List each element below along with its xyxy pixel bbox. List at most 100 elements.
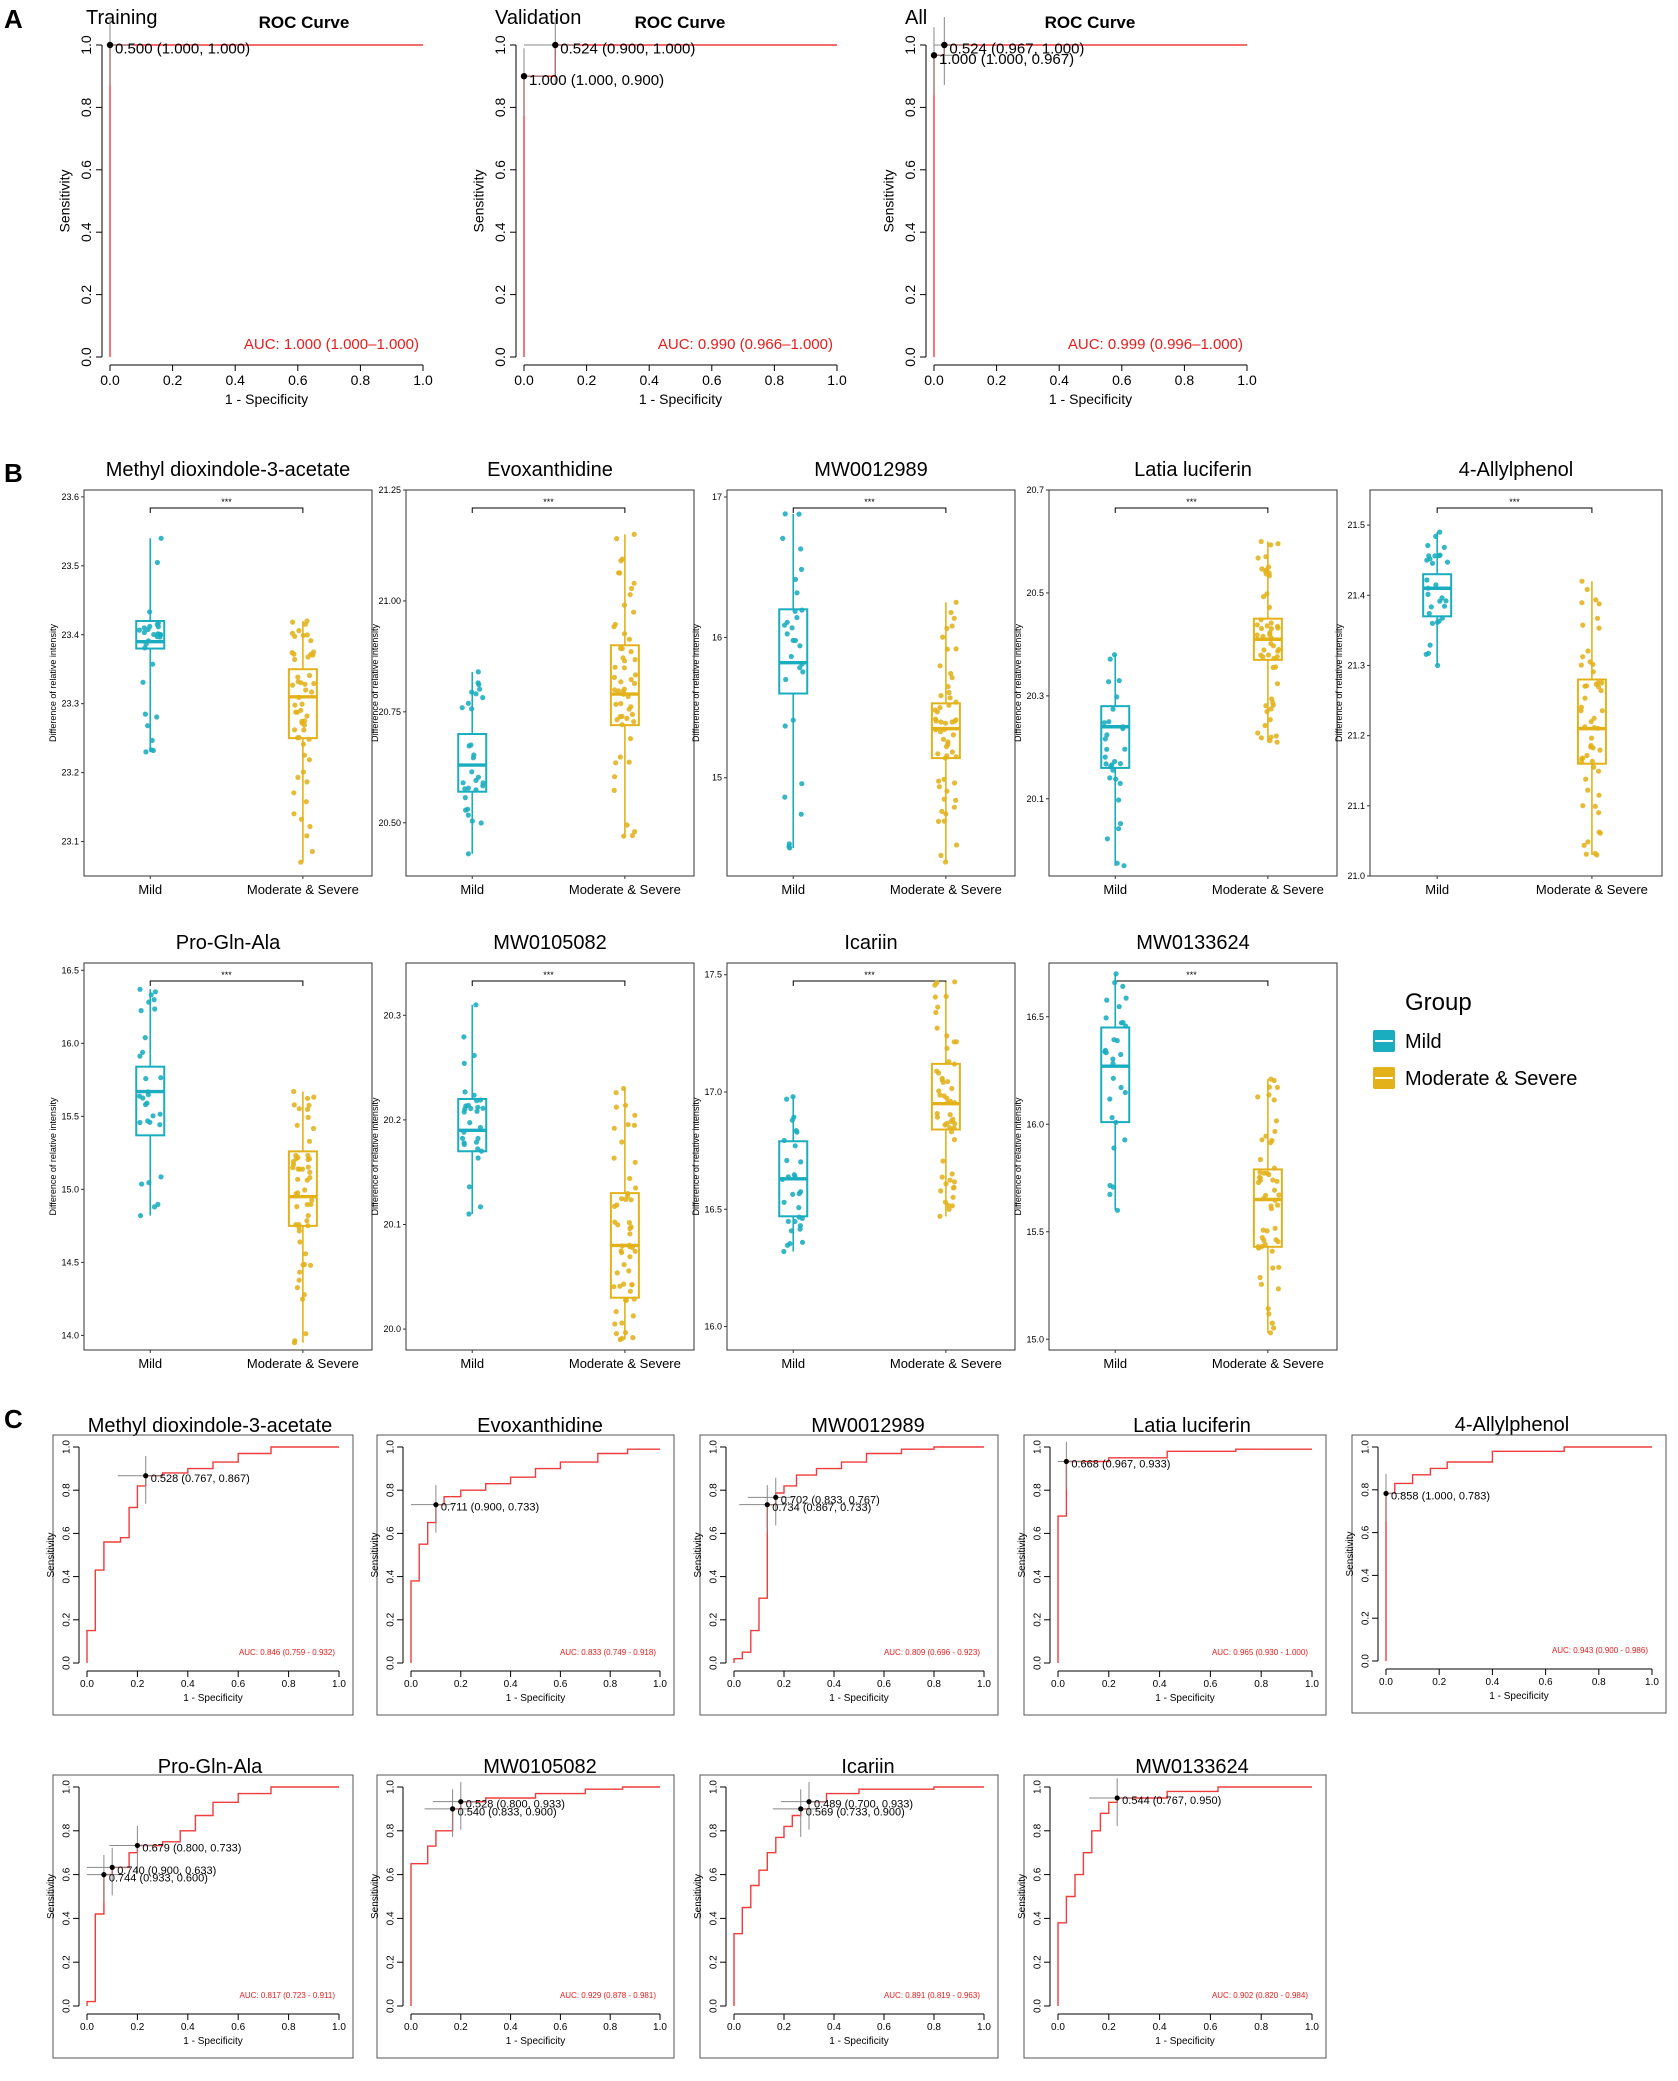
data-point [945,1079,951,1085]
data-point [157,1111,163,1117]
x-tick-label: Mild [138,882,162,897]
data-point [1579,578,1585,584]
data-point [1266,1311,1272,1317]
data-point [792,1174,798,1180]
data-point [946,689,952,696]
chart-title: Pro-Gln-Ala [158,1756,263,1778]
auc-label: AUC: 0.817 (0.723 - 0.911) [240,1991,336,2000]
data-point [1596,601,1602,607]
x-tick-label: 0.8 [603,2022,617,2033]
data-point [1122,1089,1128,1096]
y-tick-label: 20.3 [383,1010,401,1020]
data-point [933,1009,939,1016]
data-point [941,1093,947,1099]
data-point [471,1092,477,1098]
y-tick-label: 0.6 [78,160,94,180]
data-point [950,1116,956,1122]
threshold-point [764,1502,770,1508]
data-point [1104,746,1110,752]
x-tick-label: Mild [1103,1356,1127,1371]
data-point [953,646,959,652]
x-tick-label: 0.4 [639,372,659,388]
data-point [1255,555,1261,561]
data-point [1268,734,1274,740]
x-tick-label: 0.2 [454,1679,468,1690]
y-tick-label: 20.0 [383,1324,401,1334]
roc-curve [733,1786,984,2006]
threshold-label: 0.569 (0.733, 0.900) [806,1806,905,1818]
x-tick-label: 1.0 [977,1679,991,1690]
data-point [631,1122,638,1128]
threshold-point [806,1799,812,1805]
data-point [624,715,630,722]
data-point [306,1102,312,1108]
data-point [1266,604,1272,611]
data-point [469,818,475,824]
data-point [311,1094,317,1100]
data-point [1111,1145,1117,1151]
box [457,733,488,793]
x-tick-label: 1.0 [653,2022,667,2033]
x-tick-label: Mild [1103,882,1127,897]
data-point [300,741,306,747]
data-point [619,1249,625,1256]
threshold-point [458,1799,464,1805]
data-point [628,704,634,710]
data-point [1122,746,1128,752]
threshold-label: 0.858 (1.000, 0.783) [1391,1490,1490,1502]
y-tick-label: 0.6 [1033,1526,1044,1540]
threshold-point [520,73,528,80]
data-point [626,636,633,642]
threshold-point [773,1494,779,1500]
data-point [1425,542,1431,549]
threshold-label: 0.668 (0.967, 0.933) [1071,1459,1170,1471]
data-point [1268,1203,1274,1209]
threshold-point [1114,1795,1120,1801]
data-point [297,1239,303,1245]
data-point [944,1045,950,1051]
x-tick-label: 0.2 [130,1679,144,1690]
data-point [626,759,632,765]
data-point [304,1201,310,1208]
data-point [788,1228,795,1234]
data-point [466,1184,472,1190]
y-tick-label: 16.5 [1026,1012,1044,1022]
data-point [148,992,154,998]
data-point [951,615,957,621]
threshold-label: 0.500 (1.000, 1.000) [115,40,250,57]
plot-frame [405,489,695,877]
data-point [1271,1165,1277,1171]
auc-label: AUC: 0.902 (0.820 - 0.984) [1212,1991,1308,2000]
x-tick-label: Moderate & Severe [890,1356,1002,1371]
data-point [631,580,637,586]
data-point [1267,717,1273,723]
y-axis-title: Sensitivity [1017,1874,1028,1919]
data-point [1107,656,1113,662]
data-point [936,778,942,784]
data-point [296,1228,302,1234]
data-point [1596,768,1602,774]
panel-label-A: A [4,4,23,34]
y-tick-label: 20.75 [378,707,401,717]
data-point [1590,669,1596,675]
data-point [1275,1202,1281,1208]
data-point [611,624,617,630]
data-point [143,1101,149,1108]
x-tick-label: 0.6 [231,2022,245,2033]
y-tick-label: 15 [712,773,722,783]
data-point [473,777,479,784]
data-point [1266,564,1272,570]
data-point [619,1196,625,1202]
threshold-label: 1.000 (1.000, 0.967) [939,51,1074,68]
data-point [293,709,299,715]
data-point [784,1242,791,1248]
threshold-point [433,1502,439,1508]
y-tick-label: 20.7 [1026,485,1044,495]
data-point [1589,758,1595,764]
data-point [461,1034,467,1040]
y-axis-title: Difference of relative intensity [691,624,701,742]
data-point [462,795,468,801]
data-point [465,1102,471,1108]
data-point [936,1088,942,1094]
y-tick-label: 0.0 [492,347,508,367]
